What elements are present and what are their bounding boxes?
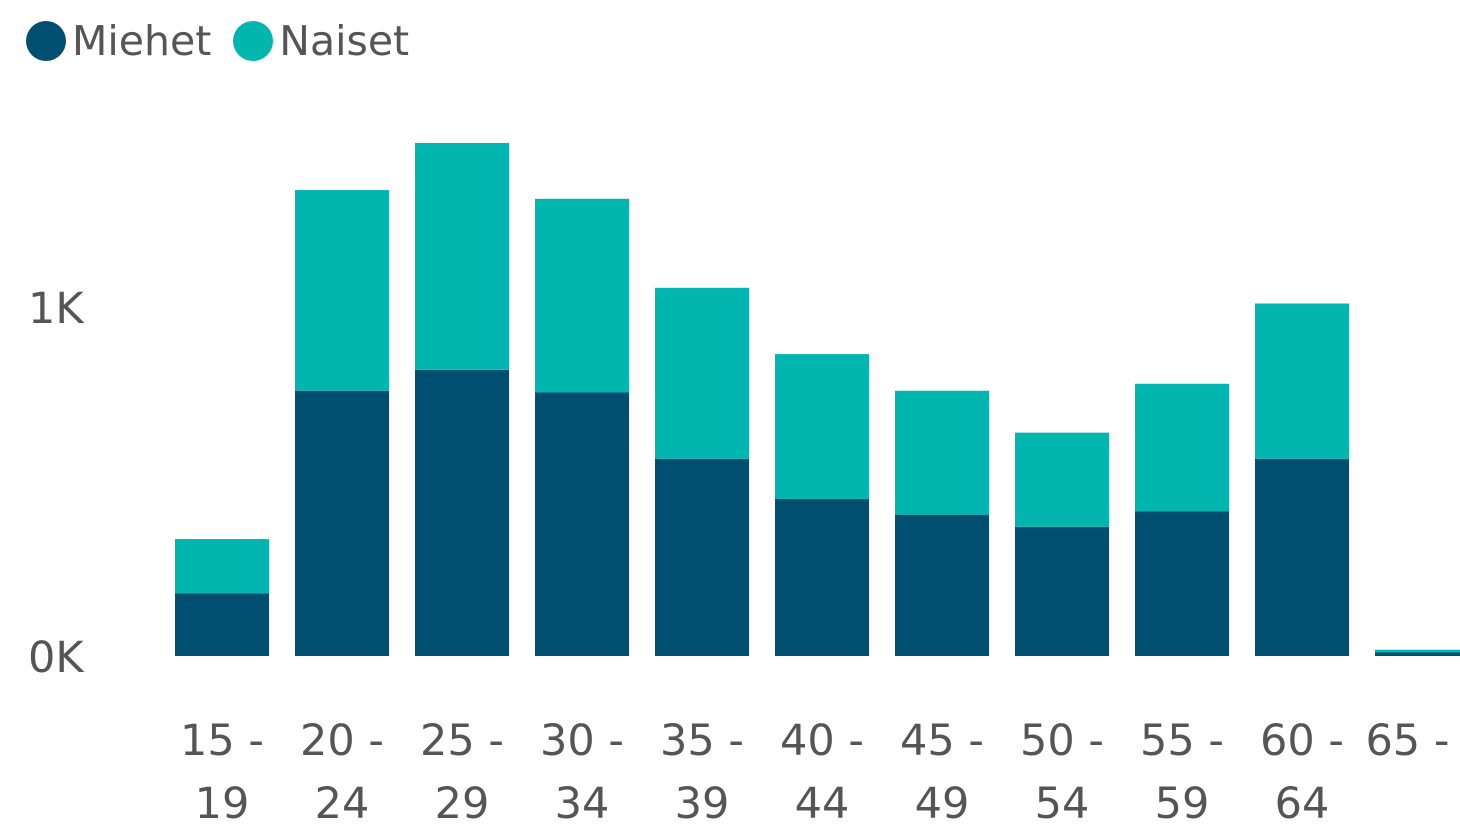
x-tick-label: 30 -34 xyxy=(540,716,624,824)
bars-group xyxy=(175,142,1460,656)
bar-naiset-8[interactable] xyxy=(1015,432,1109,527)
bar-naiset-10[interactable] xyxy=(1255,303,1349,459)
bar-naiset-6[interactable] xyxy=(775,354,869,499)
bar-naiset-5[interactable] xyxy=(655,287,749,459)
legend-label-miehet: Miehet xyxy=(72,17,212,65)
bar-naiset-7[interactable] xyxy=(895,390,989,515)
bar-miehet-9[interactable] xyxy=(1135,511,1229,656)
x-tick-label: 45 -49 xyxy=(900,716,984,824)
bar-naiset-3[interactable] xyxy=(415,142,509,370)
y-tick-label: 1K xyxy=(28,284,85,334)
x-tick-label: 55 -59 xyxy=(1140,716,1224,824)
x-tick-label: 35 -39 xyxy=(660,716,744,824)
bar-miehet-8[interactable] xyxy=(1015,526,1109,656)
y-tick-label: 0K xyxy=(28,633,85,683)
bar-miehet-1[interactable] xyxy=(175,593,269,656)
x-tick-label: 15 -19 xyxy=(180,716,264,824)
legend-item-miehet[interactable]: Miehet xyxy=(26,17,211,65)
bar-miehet-3[interactable] xyxy=(415,369,509,656)
x-tick-label: 60 -64 xyxy=(1260,716,1344,824)
legend-swatch-miehet xyxy=(26,21,66,61)
x-tick-label: 20 -24 xyxy=(300,716,384,824)
bar-miehet-7[interactable] xyxy=(895,514,989,656)
legend-item-naiset[interactable]: Naiset xyxy=(233,17,409,65)
bar-miehet-2[interactable] xyxy=(295,390,389,656)
bar-naiset-11[interactable] xyxy=(1375,649,1460,653)
legend-label-naiset: Naiset xyxy=(279,17,410,65)
chart-legend: Miehet Naiset xyxy=(26,16,431,66)
x-axis: 15 -19 20 -24 25 -29 30 -34 35 -39 40 -44 45 -… xyxy=(180,716,1460,824)
bar-naiset-9[interactable] xyxy=(1135,383,1229,512)
y-axis: 0K 1K xyxy=(28,284,85,683)
bar-miehet-10[interactable] xyxy=(1255,458,1349,656)
x-tick-label: 50 -54 xyxy=(1020,716,1104,824)
x-tick-label: 65 - - xyxy=(1365,716,1460,766)
bar-miehet-4[interactable] xyxy=(535,392,629,656)
bar-miehet-6[interactable] xyxy=(775,498,869,656)
bar-miehet-5[interactable] xyxy=(655,458,749,656)
bar-miehet-11[interactable] xyxy=(1375,652,1460,656)
bar-naiset-2[interactable] xyxy=(295,190,389,391)
x-tick-label: 40 -44 xyxy=(780,716,864,824)
bar-naiset-1[interactable] xyxy=(175,539,269,594)
legend-swatch-naiset xyxy=(233,21,274,61)
x-tick-label: 25 -29 xyxy=(420,716,504,824)
bar-naiset-4[interactable] xyxy=(535,198,629,393)
